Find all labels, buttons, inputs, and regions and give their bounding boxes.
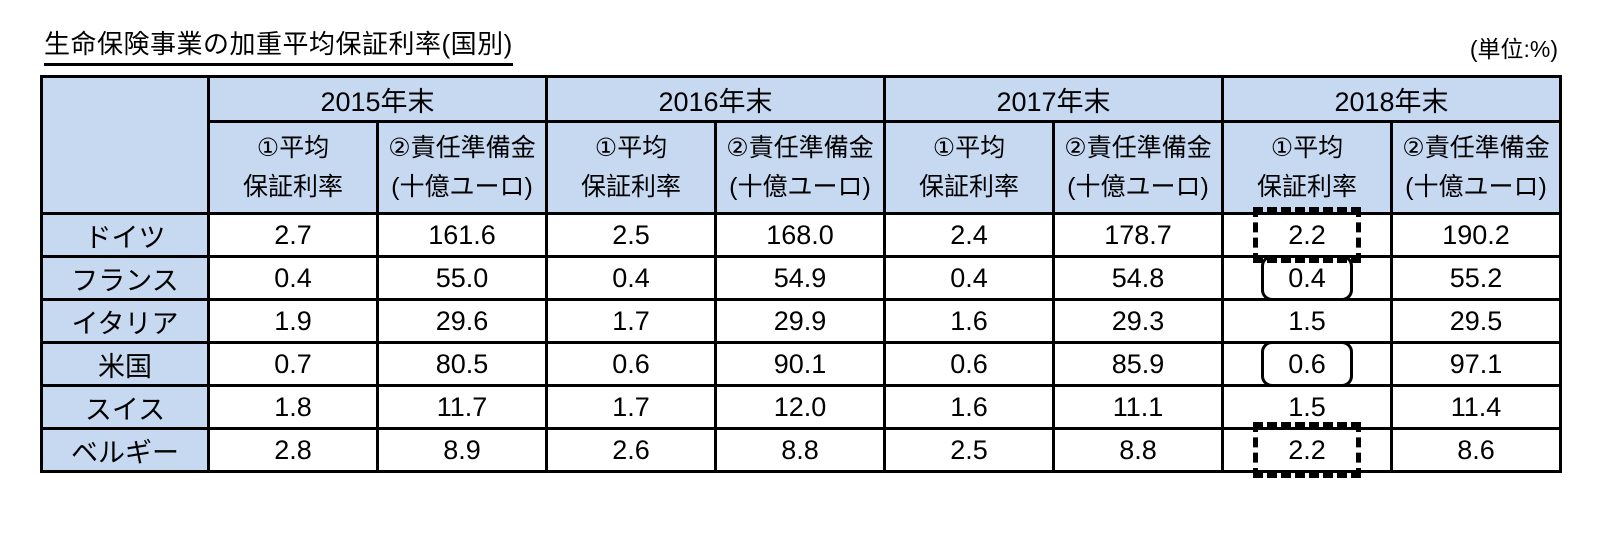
subheader-line: ①平均 [594, 133, 668, 162]
value-cell: 0.4 [207, 255, 379, 301]
year-header-row: 2015年末 2016年末 2017年末 2018年末 [40, 75, 1562, 215]
value-cell: 0.6 [545, 341, 717, 387]
value-cell: 80.5 [376, 341, 548, 387]
value-cell: 55.0 [376, 255, 548, 301]
subheader-line: ②責任準備金 [726, 133, 874, 162]
country-cell: イタリア [40, 298, 210, 344]
subheader-line: ②責任準備金 [388, 133, 536, 162]
value-cell: 55.2 [1390, 255, 1562, 301]
year-header-2016: 2016年末 [545, 75, 886, 123]
guaranteed-rate-table: 2015年末 2016年末 2017年末 2018年末 ①平均保証利率 ②責任準… [40, 75, 1562, 478]
subheader-line: 保証利率 [580, 172, 681, 201]
subheader-line: 保証利率 [1256, 172, 1357, 201]
value-cell-highlighted: 2.2 [1221, 422, 1393, 478]
value-cell: 0.7 [207, 341, 379, 387]
value-cell: 8.8 [1052, 427, 1224, 473]
page-title: 生命保険事業の加重平均保証利率(国別) [44, 24, 513, 66]
subheader-line: (十億ユーロ) [729, 172, 871, 201]
value-cell: 90.1 [714, 341, 886, 387]
subheader-reserve-2016: ②責任準備金 (十億ユーロ) [714, 120, 886, 215]
value-cell: 2.5 [883, 427, 1055, 473]
subheader-reserve-2017: ②責任準備金 (十億ユーロ) [1052, 120, 1224, 215]
subheader-line: 保証利率 [918, 172, 1019, 201]
value-cell: 1.5 [1221, 384, 1393, 430]
value-cell: 1.5 [1221, 298, 1393, 344]
value-cell: 12.0 [714, 384, 886, 430]
country-cell: ベルギー [40, 427, 210, 473]
value-cell: 1.6 [883, 298, 1055, 344]
year-header-2015: 2015年末 [207, 75, 548, 123]
value-cell: 54.9 [714, 255, 886, 301]
value-text: 0.4 [1288, 262, 1326, 293]
subheader-rate-2018: ①平均保証利率 [1221, 120, 1393, 215]
subheader-rate-2016: ①平均保証利率 [545, 120, 717, 215]
value-cell: 2.5 [545, 212, 717, 258]
table-row-switzerland: スイス 1.8 11.7 1.7 12.0 1.6 11.1 1.5 11.4 [40, 384, 1562, 430]
value-cell: 0.4 [883, 255, 1055, 301]
value-cell: 1.7 [545, 298, 717, 344]
subheader-row: ①平均保証利率 ②責任準備金 (十億ユーロ) ①平均保証利率 ②責任準備金 (十億ユ… [42, 120, 1562, 215]
subheader-line: ②責任準備金 [1402, 133, 1550, 162]
subheader-line: (十億ユーロ) [391, 172, 533, 201]
country-cell: フランス [40, 255, 210, 301]
value-cell: 8.9 [376, 427, 548, 473]
subheader-line: (十億ユーロ) [1067, 172, 1209, 201]
value-cell: 2.4 [883, 212, 1055, 258]
value-cell: 190.2 [1390, 212, 1562, 258]
value-cell: 97.1 [1390, 341, 1562, 387]
country-cell: ドイツ [40, 212, 210, 258]
subheader-reserve-2018: ②責任準備金 (十億ユーロ) [1390, 120, 1562, 215]
subheader-line: ②責任準備金 [1064, 133, 1212, 162]
value-cell-highlighted: 2.2 [1221, 207, 1393, 263]
table-row-germany: ドイツ 2.7 161.6 2.5 168.0 2.4 178.7 2.2 19… [40, 207, 1562, 263]
subheader-line: (十億ユーロ) [1405, 172, 1547, 201]
country-cell: スイス [40, 384, 210, 430]
subheader-rate-2015: ①平均保証利率 [207, 120, 379, 215]
value-cell: 0.4 [545, 255, 717, 301]
table-row-italy: イタリア 1.9 29.6 1.7 29.9 1.6 29.3 1.5 29.5 [40, 298, 1562, 344]
value-cell: 11.4 [1390, 384, 1562, 430]
year-header-2017: 2017年末 [883, 75, 1224, 123]
country-cell: 米国 [40, 341, 210, 387]
subheader-line: 保証利率 [242, 172, 343, 201]
subheader-reserve-2015: ②責任準備金 (十億ユーロ) [376, 120, 548, 215]
value-cell: 168.0 [714, 212, 886, 258]
value-text: 2.2 [1288, 219, 1326, 250]
value-text: 0.6 [1288, 348, 1326, 379]
value-cell: 0.6 [883, 341, 1055, 387]
year-header-2018: 2018年末 [1221, 75, 1562, 123]
value-cell: 85.9 [1052, 341, 1224, 387]
value-cell-highlighted: 0.4 [1221, 255, 1393, 301]
value-cell: 29.6 [376, 298, 548, 344]
subheader-rate-2017: ①平均保証利率 [883, 120, 1055, 215]
subheader-line: ①平均 [256, 133, 330, 162]
value-cell: 8.6 [1390, 427, 1562, 473]
value-cell: 1.6 [883, 384, 1055, 430]
table-row-france: フランス 0.4 55.0 0.4 54.9 0.4 54.8 0.4 55.2 [40, 255, 1562, 301]
value-text: 2.2 [1288, 434, 1326, 465]
value-cell: 2.7 [207, 212, 379, 258]
value-cell: 29.9 [714, 298, 886, 344]
table-row-usa: 米国 0.7 80.5 0.6 90.1 0.6 85.9 0.6 97.1 [40, 341, 1562, 387]
value-cell: 11.1 [1052, 384, 1224, 430]
value-cell: 161.6 [376, 212, 548, 258]
value-cell: 29.5 [1390, 298, 1562, 344]
unit-label: (単位:%) [1469, 36, 1558, 62]
corner-cell [40, 75, 210, 215]
value-cell: 2.6 [545, 427, 717, 473]
subheader-line: ①平均 [932, 133, 1006, 162]
value-cell: 8.8 [714, 427, 886, 473]
table-row-belgium: ベルギー 2.8 8.9 2.6 8.8 2.5 8.8 2.2 8.6 [40, 422, 1562, 478]
value-cell: 2.8 [207, 427, 379, 473]
value-cell-highlighted: 0.6 [1221, 341, 1393, 387]
value-cell: 178.7 [1052, 212, 1224, 258]
value-cell: 1.7 [545, 384, 717, 430]
value-cell: 54.8 [1052, 255, 1224, 301]
value-cell: 11.7 [376, 384, 548, 430]
value-cell: 1.8 [207, 384, 379, 430]
subheader-line: ①平均 [1270, 133, 1344, 162]
value-cell: 1.9 [207, 298, 379, 344]
value-cell: 29.3 [1052, 298, 1224, 344]
